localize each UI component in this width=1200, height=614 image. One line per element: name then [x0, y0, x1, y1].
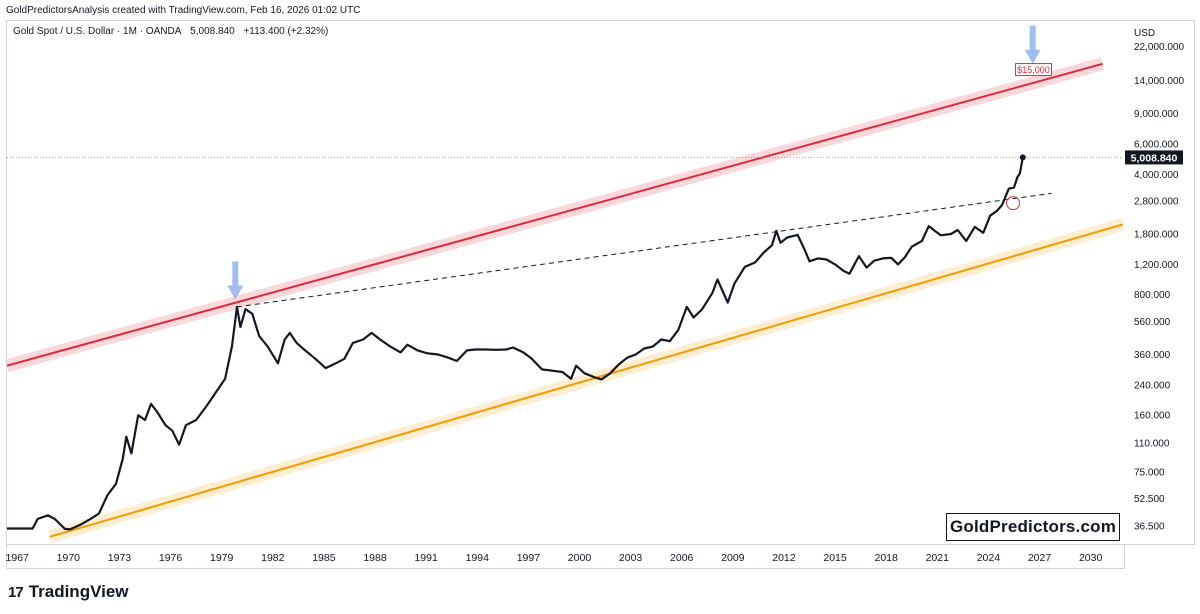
time-axis[interactable] [6, 544, 1125, 569]
down-arrow-icon [227, 261, 244, 300]
y-axis-ticks: 22,000.000 14,000.000 9,000.000 6,000.000 4,… [1134, 42, 1184, 532]
x-tick-label: 2003 [619, 552, 643, 564]
last-price-value: 5,008.840 [190, 26, 235, 37]
price-change-value: +113.400 (+2.32%) [243, 26, 329, 37]
x-tick-label: 1982 [261, 552, 285, 564]
plot-layer [7, 25, 1123, 543]
y-tick-label: 36.500 [1134, 521, 1165, 532]
y-tick-label: 6,000.000 [1134, 139, 1179, 150]
tradingview-wordmark: TradingView [28, 582, 129, 601]
target-price-label: $15,000 [1017, 65, 1050, 75]
y-tick-label: 110.000 [1134, 439, 1170, 450]
dashed-trendline [236, 192, 1052, 308]
price-axis[interactable] [1124, 20, 1195, 545]
last-price-tag [1125, 150, 1183, 165]
x-tick-label: 1994 [466, 552, 490, 564]
gold-price-line [7, 157, 1024, 531]
target-price-label-box [1015, 63, 1053, 77]
x-tick-label: 2006 [670, 552, 694, 564]
x-tick-label: 1973 [108, 552, 132, 564]
price-axis-currency: USD [1134, 28, 1155, 39]
x-tick-label: 1985 [312, 552, 336, 564]
tradingview-icon: 17 [8, 583, 24, 601]
x-tick-label: 2018 [874, 552, 898, 564]
down-arrow-icon [1024, 25, 1041, 64]
x-tick-label: 2009 [721, 552, 745, 564]
symbol-name: Gold Spot / U.S. Dollar · 1M · OANDA [13, 26, 182, 37]
last-price-tag-label: 5,008.840 [1131, 152, 1178, 164]
lower-channel-line [49, 223, 1123, 538]
y-tick-label: 800.000 [1134, 290, 1171, 301]
x-tick-label: 2000 [568, 552, 592, 564]
last-price-dot [1019, 154, 1026, 161]
x-tick-label: 1991 [414, 552, 438, 564]
y-tick-label: 160.000 [1134, 411, 1171, 422]
y-tick-label: 4,000.000 [1134, 170, 1179, 181]
x-axis-ticks: 1967 1970 1973 1976 1979 1982 1985 1988 1991 1994… [6, 552, 1103, 564]
y-tick-label: 14,000.000 [1134, 76, 1184, 87]
x-tick-label: 2015 [823, 552, 847, 564]
x-tick-label: 1997 [517, 552, 541, 564]
attribution-text: GoldPredictorsAnalysis created with Trad… [6, 5, 361, 16]
x-tick-label: 2021 [926, 552, 950, 564]
x-tick-label: 1988 [363, 552, 387, 564]
y-tick-label: 52.500 [1134, 494, 1165, 505]
x-tick-label: 1970 [57, 552, 81, 564]
x-tick-label: 2024 [977, 552, 1001, 564]
y-tick-label: 22,000.000 [1134, 42, 1184, 53]
y-tick-label: 9,000.000 [1134, 109, 1179, 120]
symbol-legend[interactable]: Gold Spot / U.S. Dollar · 1M · OANDA 5,0… [13, 26, 334, 37]
x-tick-label: 1967 [6, 552, 30, 564]
y-tick-label: 2,800.000 [1134, 196, 1179, 207]
y-tick-label: 240.000 [1134, 380, 1171, 391]
y-tick-label: 1,800.000 [1134, 230, 1179, 241]
x-tick-label: 1979 [210, 552, 234, 564]
watermark-brand: GoldPredictors.com [946, 513, 1120, 541]
x-tick-label: 1976 [159, 552, 183, 564]
y-tick-label: 360.000 [1134, 350, 1171, 361]
y-tick-label: 1,200.000 [1134, 260, 1179, 271]
y-tick-label: 560.000 [1134, 317, 1171, 328]
y-tick-label: 75.000 [1134, 467, 1165, 478]
x-tick-label: 2027 [1028, 552, 1052, 564]
upper-channel-line [7, 62, 1103, 367]
breakout-circle-marker [1006, 196, 1021, 211]
x-tick-label: 2030 [1079, 552, 1103, 564]
plot-area: $15,000 5,008.840 [7, 25, 1183, 543]
tradingview-logo[interactable]: 17 TradingView [8, 582, 129, 602]
chart-pane[interactable] [6, 20, 1125, 545]
x-tick-label: 2012 [772, 552, 796, 564]
